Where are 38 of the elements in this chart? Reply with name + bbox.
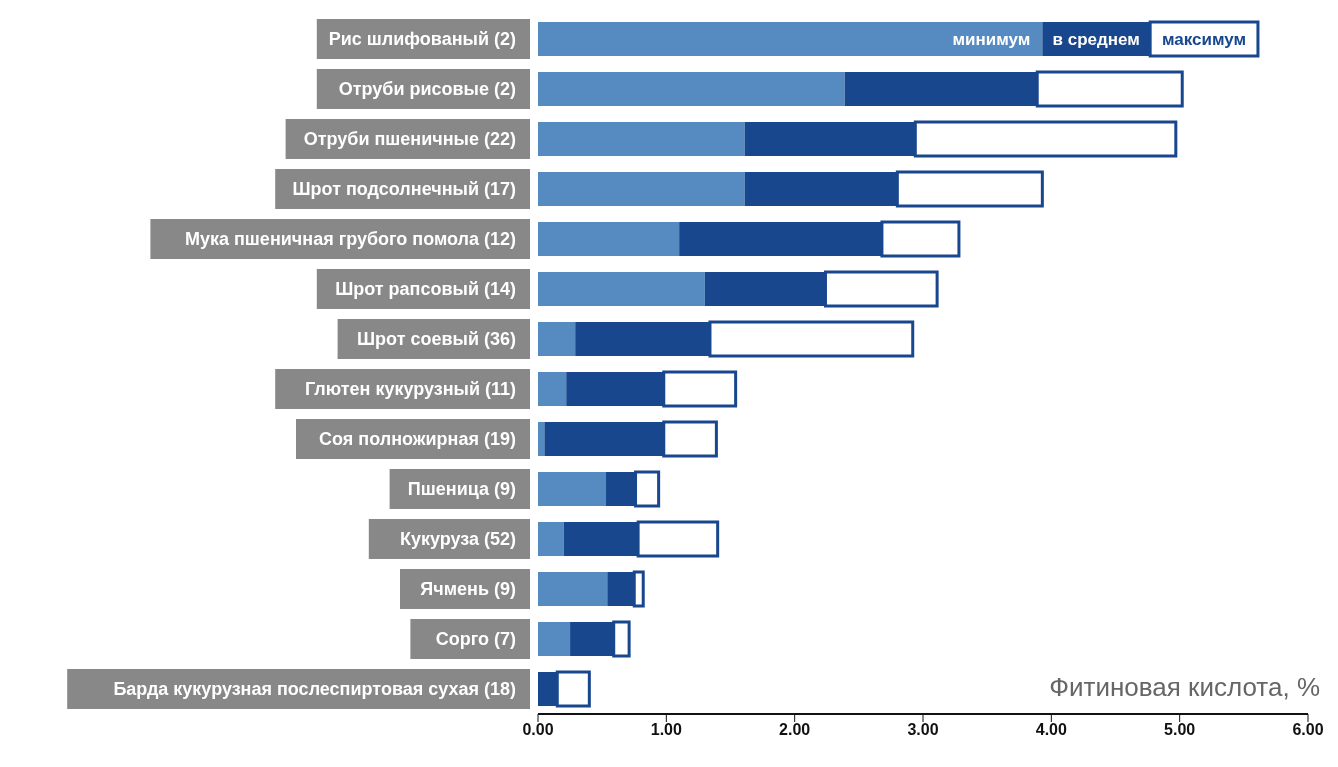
bar <box>538 522 564 556</box>
y-tick-label: Барда кукурузная послеспиртовая сухая (18) <box>113 679 517 699</box>
x-axis-title: Фитиновая кислота, % <box>1049 672 1320 703</box>
x-tick-label: 1.00 <box>650 721 683 739</box>
bar <box>538 322 576 356</box>
x-tick-label: 5.00 <box>1164 721 1196 739</box>
y-tick-label: Соя полножирная (19) <box>319 429 516 449</box>
y-tick-label: Кукуруза (52) <box>399 529 516 549</box>
y-tick-label: Отруби рисовые (2) <box>338 79 516 99</box>
y-tick-label: Шрот рапсовый (14) <box>335 279 517 299</box>
bar <box>538 222 680 256</box>
y-tick-label: Шрот соевый (36) <box>357 329 516 349</box>
y-tick-label: Глютен кукурузный (11) <box>305 379 516 399</box>
y-tick-label: Отруби пшеничные (22) <box>303 129 516 149</box>
bar <box>538 422 545 456</box>
bar <box>538 572 608 606</box>
bar <box>538 122 745 156</box>
bar <box>538 72 845 106</box>
bar <box>538 372 567 406</box>
bar <box>538 622 571 656</box>
bar <box>538 472 607 506</box>
series-label: минимум <box>952 30 1031 49</box>
y-tick-label: Рис шлифованый (2) <box>328 29 516 49</box>
x-tick-label: 4.00 <box>1035 721 1068 739</box>
x-tick-label: 0.00 <box>522 721 554 739</box>
x-tick-label: 2.00 <box>779 721 811 739</box>
x-tick-label: 6.00 <box>1292 721 1324 739</box>
series-label: максимум <box>1161 30 1247 49</box>
bar <box>538 272 705 306</box>
y-tick-label: Ячмень (9) <box>420 579 516 599</box>
y-tick-label: Мука пшеничная грубого помола (12) <box>184 229 517 249</box>
x-tick-label: 3.00 <box>907 721 939 739</box>
series-label: в среднем <box>1052 30 1140 49</box>
y-tick-label: Шрот подсолнечный (17) <box>292 179 516 199</box>
y-tick-label: Пшеница (9) <box>407 479 516 499</box>
bar <box>538 22 1043 56</box>
y-tick-label: Сорго (7) <box>435 629 516 649</box>
bar <box>538 172 745 206</box>
